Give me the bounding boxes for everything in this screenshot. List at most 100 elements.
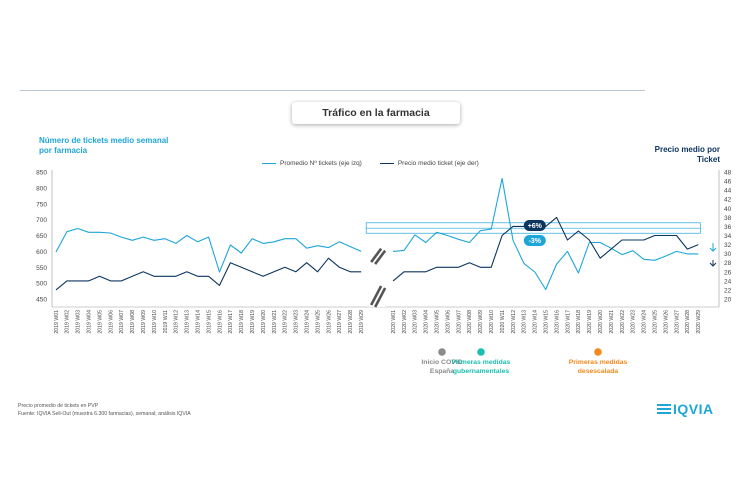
x-tick-label: 2019 W24 <box>305 310 311 334</box>
x-tick-label: 2019 W16 <box>217 310 223 334</box>
right-tick-label: 30 <box>724 251 732 258</box>
left-tick-label: 800 <box>36 185 47 192</box>
x-tick-label: 2019 W28 <box>348 310 354 334</box>
logo-bars-icon <box>657 404 671 414</box>
chart-title: Tráfico en la farmacia <box>322 107 430 119</box>
event-label: desescalada <box>578 368 619 375</box>
right-tick-label: 40 <box>724 206 732 213</box>
arrow-down-icon <box>709 260 717 267</box>
x-tick-label: 2020 W16 <box>554 310 560 334</box>
left-tick-label: 850 <box>36 170 47 177</box>
x-tick-label: 2020 W14 <box>533 310 539 334</box>
x-tick-label: 2019 W14 <box>196 310 202 334</box>
event-marker-dot <box>594 348 602 356</box>
right-axis-label: Precio medio por Ticket <box>654 145 720 164</box>
x-tick-label: 2020 W21 <box>609 310 615 334</box>
x-tick-label: 2020 W27 <box>674 310 680 334</box>
axis-break-slash <box>370 247 383 263</box>
x-tick-label: 2020 W05 <box>435 310 441 334</box>
x-tick-label: 2020 W28 <box>685 310 691 334</box>
x-tick-label: 2020 W25 <box>653 310 659 334</box>
x-tick-label: 2020 W04 <box>424 310 430 334</box>
legend: Promedio Nº tickets (eje izq) Precio med… <box>262 160 479 167</box>
x-tick-label: 2019 W18 <box>239 310 245 334</box>
event-label: España <box>430 368 454 375</box>
x-tick-label: 2020 W09 <box>478 310 484 334</box>
x-tick-label: 2019 W03 <box>76 310 82 334</box>
left-tick-label: 500 <box>36 281 47 288</box>
annotation-badge <box>523 235 546 246</box>
x-tick-label: 2019 W26 <box>326 310 332 334</box>
x-tick-label: 2019 W02 <box>65 310 71 334</box>
x-tick-label: 2019 W08 <box>130 310 136 334</box>
x-tick-label: 2019 W11 <box>163 310 169 333</box>
right-tick-label: 34 <box>724 233 732 240</box>
x-tick-label: 2019 W05 <box>97 310 103 334</box>
legend-item-price: Precio medio ticket (eje der) <box>379 160 479 167</box>
series-line-price-2020 <box>392 216 699 282</box>
top-divider-line <box>20 90 645 91</box>
x-tick-label: 2020 W15 <box>544 310 550 334</box>
event-marker-dot <box>477 348 485 356</box>
x-tick-label: 2019 W17 <box>228 310 234 334</box>
right-tick-label: 24 <box>724 278 732 285</box>
axis-break-slash <box>374 249 387 265</box>
axis-break-slash <box>369 285 383 306</box>
legend-label-price: Precio medio ticket (eje der) <box>397 160 479 167</box>
right-tick-label: 22 <box>724 287 732 294</box>
x-tick-label: 2020 W06 <box>445 310 451 334</box>
x-tick-label: 2020 W12 <box>511 310 517 334</box>
right-tick-label: 48 <box>724 170 732 177</box>
left-tick-label: 650 <box>36 233 47 240</box>
x-tick-label: 2020 W26 <box>663 310 669 334</box>
right-tick-label: 28 <box>724 260 732 267</box>
iqvia-logo: IQVIA <box>657 401 714 417</box>
x-tick-label: 2019 W07 <box>119 310 125 334</box>
x-tick-label: 2019 W23 <box>294 310 300 334</box>
right-tick-label: 38 <box>724 215 732 222</box>
right-tick-label: 36 <box>724 224 732 231</box>
annotation-badge-text: -3% <box>529 238 542 245</box>
left-axis-label: Número de tickets medio semanal por farm… <box>39 136 169 155</box>
x-tick-label: 2020 W20 <box>598 310 604 334</box>
x-tick-label: 2019 W25 <box>315 310 321 334</box>
left-tick-label: 550 <box>36 265 47 272</box>
x-tick-label: 2020 W17 <box>565 310 571 334</box>
chart-title-box: Tráfico en la farmacia <box>292 102 460 124</box>
left-tick-label: 450 <box>36 297 47 304</box>
series-line-price-2019 <box>55 257 362 291</box>
x-tick-label: 2019 W29 <box>359 310 365 334</box>
legend-label-tickets: Promedio Nº tickets (eje izq) <box>280 160 362 167</box>
left-tick-label: 700 <box>36 217 47 224</box>
x-tick-label: 2020 W19 <box>587 310 593 334</box>
right-tick-label: 44 <box>724 188 732 195</box>
x-tick-label: 2019 W20 <box>261 310 267 334</box>
x-tick-label: 2019 W01 <box>54 310 60 334</box>
right-tick-label: 46 <box>724 179 732 186</box>
x-tick-label: 2020 W03 <box>413 310 419 334</box>
x-tick-label: 2020 W07 <box>456 310 462 334</box>
x-tick-label: 2020 W23 <box>631 310 637 334</box>
x-tick-label: 2020 W08 <box>467 310 473 334</box>
legend-swatch-tickets <box>262 163 276 164</box>
right-tick-label: 32 <box>724 242 732 249</box>
x-tick-label: 2020 W10 <box>489 310 495 334</box>
x-tick-label: 2020 W02 <box>402 310 408 334</box>
left-tick-label: 750 <box>36 201 47 208</box>
x-tick-label: 2019 W21 <box>272 310 278 334</box>
event-marker-dot <box>438 348 446 356</box>
event-label: Primeras medidas <box>452 359 511 366</box>
x-tick-label: 2019 W27 <box>337 310 343 334</box>
x-tick-label: 2020 W13 <box>522 310 528 334</box>
x-tick-label: 2020 W01 <box>391 310 397 334</box>
x-tick-label: 2019 W12 <box>174 310 180 334</box>
legend-swatch-price <box>379 163 394 164</box>
annotation-badge <box>523 220 546 231</box>
right-tick-label: 20 <box>724 297 732 304</box>
x-tick-label: 2019 W15 <box>206 310 212 334</box>
event-label: gubernamentales <box>453 368 510 375</box>
arrow-down-icon <box>709 243 717 252</box>
axis-break-slash <box>373 287 387 308</box>
x-tick-label: 2020 W22 <box>620 310 626 334</box>
